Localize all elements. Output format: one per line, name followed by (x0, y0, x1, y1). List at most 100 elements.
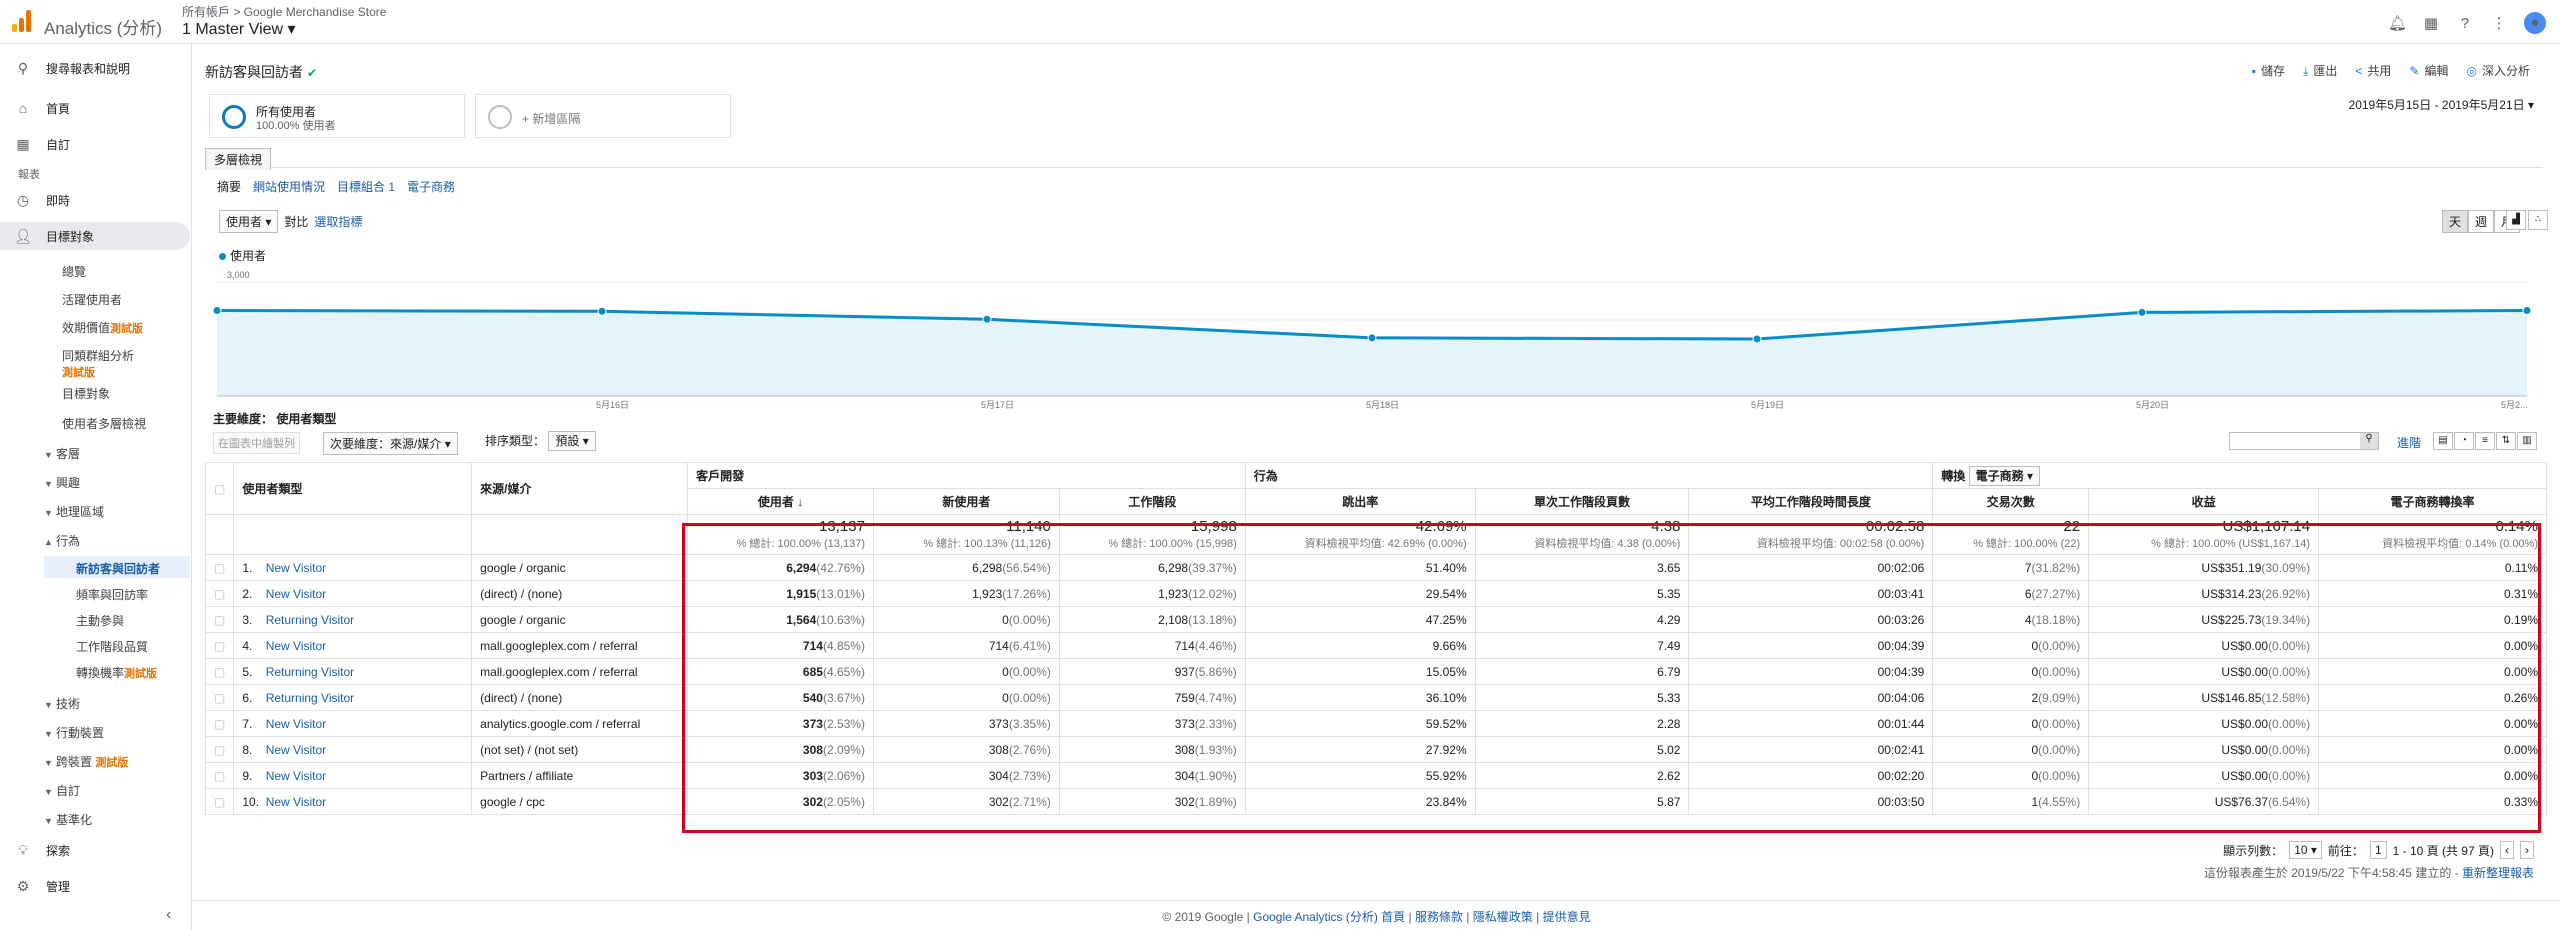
sidebar-item-mobile[interactable]: ▼ 行動裝置 (44, 724, 104, 741)
select-metric-link[interactable]: 選取指標 (314, 215, 363, 229)
sidebar-item-active-users[interactable]: 活躍使用者 (62, 293, 123, 307)
pivot-view-icon[interactable]: ▥ (2517, 432, 2537, 450)
collapse-sidebar-icon[interactable]: ‹ (166, 906, 172, 923)
apps-grid-icon[interactable]: ▦ (2423, 15, 2439, 32)
user-type-link[interactable]: New Visitor (265, 638, 327, 653)
add-segment-button[interactable]: + 新增區隔 (475, 94, 731, 138)
footer-link-privacy[interactable]: 隱私權政策 (1472, 910, 1533, 924)
col-header-metric[interactable]: 平均工作階段時間長度 (1688, 488, 1934, 515)
row-checkbox[interactable]: ▢ (214, 690, 226, 705)
row-checkbox[interactable]: ▢ (214, 716, 226, 731)
account-breadcrumb[interactable]: 所有帳戶 > Google Merchandise Store (182, 5, 387, 19)
col-header-metric[interactable]: 使用者 ↓ (687, 488, 874, 515)
next-page-button[interactable]: › (2520, 841, 2534, 859)
advanced-filter-link[interactable]: 進階 (2397, 436, 2422, 450)
user-type-link[interactable]: Returning Visitor (265, 664, 355, 679)
granularity-week[interactable]: 週 (2467, 210, 2494, 233)
sidebar-item-benchmarking[interactable]: ▼ 基準化 (44, 811, 92, 828)
user-type-link[interactable]: New Visitor (265, 716, 327, 731)
sidebar-item-behavior[interactable]: ▲ 行為 (44, 532, 80, 549)
refresh-report-link[interactable]: 重新整理報表 (2461, 866, 2534, 880)
row-checkbox[interactable]: ▢ (214, 586, 226, 601)
data-point[interactable] (597, 306, 607, 316)
data-point[interactable] (982, 314, 992, 324)
plot-rows-button[interactable]: 在圖表中繪製列 (213, 432, 300, 454)
col-header-metric[interactable]: 單次工作階段頁數 (1474, 488, 1690, 515)
subtab-summary[interactable]: 摘要 (217, 180, 242, 194)
avatar[interactable]: ● (2524, 12, 2546, 34)
sidebar-item-cohort[interactable]: 同類群組分析 測試版 (62, 347, 182, 380)
user-type-link[interactable]: New Visitor (265, 586, 327, 601)
sidebar-item-engagement[interactable]: 主動參與 (76, 614, 125, 628)
subtab-site-usage[interactable]: 網站使用情況 (253, 180, 326, 194)
subtab-ecommerce[interactable]: 電子商務 (407, 180, 456, 194)
data-point[interactable] (2137, 307, 2147, 317)
export-button[interactable]: ⤓ 匯出 (2303, 62, 2337, 79)
user-type-link[interactable]: Returning Visitor (265, 612, 355, 627)
data-point[interactable] (1752, 334, 1762, 344)
motion-chart-icon[interactable]: ∴ (2528, 210, 2548, 230)
row-checkbox[interactable]: ▢ (214, 742, 226, 757)
col-header-user-type[interactable]: 使用者類型 (233, 462, 473, 515)
data-point[interactable] (1367, 333, 1377, 343)
col-header-metric[interactable]: 收益 (2088, 488, 2320, 515)
select-all-checkbox[interactable]: ▢ (204, 462, 235, 515)
footer-link-terms[interactable]: 服務條款 (1414, 910, 1463, 924)
col-header-metric[interactable]: 電子商務轉換率 (2318, 488, 2547, 515)
user-type-link[interactable]: New Visitor (265, 768, 327, 783)
sidebar-item-lifetime-value[interactable]: 效期價值測試版 (62, 319, 143, 336)
date-range-picker[interactable]: 2019年5月15日 - 2019年5月21日 ▾ (2349, 96, 2534, 113)
conversion-dropdown[interactable]: 電子商務 ▾ (1968, 466, 2041, 486)
bell-icon[interactable]: 🔔︎ (2388, 15, 2408, 32)
metric-dropdown[interactable]: 使用者 ▾ (219, 210, 279, 233)
sidebar-item-admin[interactable]: ⚙ 管理 (0, 872, 190, 900)
analytics-logo-icon[interactable] (12, 10, 32, 32)
table-search-input[interactable]: ⚲ (2229, 432, 2379, 450)
sidebar-item-new-vs-returning[interactable]: 新訪客與回訪者 (76, 562, 161, 576)
edit-button[interactable]: ✎ 編輯 (2409, 62, 2448, 79)
sidebar-item-interests[interactable]: ▼ 興趣 (44, 474, 80, 491)
footer-link-home[interactable]: Google Analytics (分析) 首頁 (1253, 910, 1406, 924)
segment-all-users[interactable]: 所有使用者 100.00% 使用者 (209, 94, 465, 138)
sidebar-item-audience[interactable]: 👤︎ 目標對象 (0, 222, 190, 250)
insights-button[interactable]: ◎ 深入分析 (2467, 62, 2531, 79)
save-button[interactable]: ▪ 儲存 (2252, 62, 2285, 79)
sidebar-item-demographics[interactable]: ▼ 客層 (44, 445, 80, 462)
sidebar-item-custom[interactable]: ▦ 自訂 (0, 130, 190, 158)
row-checkbox[interactable]: ▢ (214, 612, 226, 627)
col-header-metric[interactable]: 新使用者 (872, 488, 1060, 515)
line-chart-icon[interactable]: ▟ (2506, 210, 2526, 230)
sidebar-item-user-explorer[interactable]: 使用者多層檢視 (62, 417, 147, 431)
tab-explorer[interactable]: 多層檢視 (205, 148, 272, 170)
row-checkbox[interactable]: ▢ (214, 638, 226, 653)
bar-view-icon[interactable]: ≡ (2475, 432, 2495, 450)
sidebar-item-audiences[interactable]: 目標對象 (62, 387, 111, 401)
view-selector[interactable]: 1 Master View ▾ (182, 19, 296, 39)
sidebar-search[interactable]: ⚲ 搜尋報表和說明 (0, 54, 190, 82)
sidebar-item-frequency[interactable]: 頻率與回訪率 (76, 588, 149, 602)
compare-view-icon[interactable]: ⇅ (2496, 432, 2516, 450)
sidebar-item-session-quality[interactable]: 工作階段品質 (76, 640, 149, 654)
sidebar-item-cross-device[interactable]: ▼ 跨裝置 測試版 (44, 753, 128, 770)
footer-link-feedback[interactable]: 提供意見 (1542, 910, 1591, 924)
search-icon[interactable]: ⚲ (2360, 433, 2378, 449)
secondary-dimension-dropdown[interactable]: 次要維度：來源/媒介 ▾ (323, 432, 458, 455)
sidebar-item-conversion-prob[interactable]: 轉換機率測試版 (76, 664, 157, 681)
data-point[interactable] (212, 306, 222, 315)
rows-per-page-select[interactable]: 10 ▾ (2289, 841, 2322, 859)
subtab-goal-set[interactable]: 目標組合 1 (337, 180, 396, 194)
sidebar-item-realtime[interactable]: ◷ 即時 (0, 186, 190, 214)
user-type-link[interactable]: New Visitor (265, 742, 327, 757)
col-header-metric[interactable]: 跳出率 (1244, 488, 1476, 515)
user-type-link[interactable]: New Visitor (265, 560, 327, 575)
col-header-metric[interactable]: 工作階段 (1058, 488, 1246, 515)
sidebar-item-home[interactable]: ⌂ 首頁 (0, 94, 190, 122)
sidebar-item-discover[interactable]: 💡︎ 探索 (0, 836, 190, 864)
user-type-link[interactable]: Returning Visitor (265, 690, 355, 705)
row-checkbox[interactable]: ▢ (214, 664, 226, 679)
help-icon[interactable]: ? (2460, 14, 2470, 32)
pie-view-icon[interactable]: ◔ (2454, 432, 2474, 450)
goto-page-input[interactable]: 1 (2369, 841, 2387, 859)
row-checkbox[interactable]: ▢ (214, 794, 226, 809)
more-vert-icon[interactable]: ⋮ (2491, 15, 2507, 32)
